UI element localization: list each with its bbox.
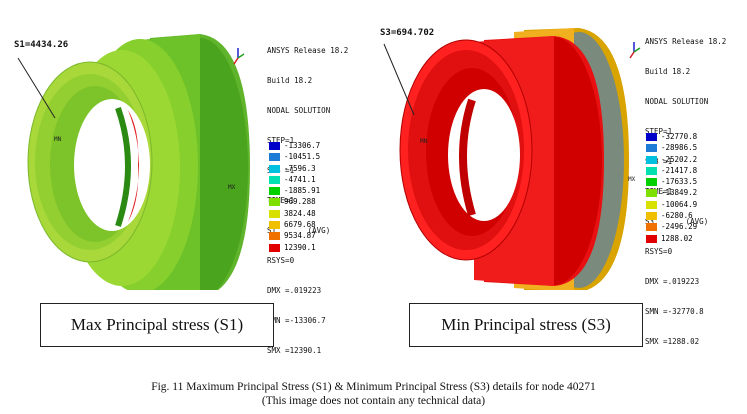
info-line: ANSYS Release 18.2	[645, 37, 727, 46]
legend-value: 12390.1	[284, 242, 316, 252]
legend-swatch	[646, 189, 657, 198]
legend-value: -13306.7	[284, 141, 321, 150]
legend-value: 6679.68	[284, 220, 316, 230]
legend-value: -6280.6	[661, 211, 693, 221]
legend-swatch	[646, 144, 657, 153]
s1-caption-box: Max Principal stress (S1)	[40, 303, 274, 347]
legend-value: -13849.2	[661, 188, 698, 198]
info-line: SMN =-13306.7	[267, 316, 326, 325]
legend-swatch	[269, 198, 280, 207]
legend-value: -28986.5	[661, 143, 698, 153]
legend-value: -25202.2	[661, 154, 698, 164]
legend-swatch	[646, 178, 657, 187]
s1-node-label: S1=4434.26	[14, 40, 69, 50]
s1-max-marker: MX	[228, 184, 236, 191]
s3-node-label: S3=694.702	[380, 28, 435, 38]
legend-swatch	[269, 187, 280, 196]
legend-swatch	[269, 221, 280, 230]
s1-caption-text: Max Principal stress (S1)	[70, 315, 244, 334]
figure-caption: Fig. 11 Maximum Principal Stress (S1) & …	[0, 380, 747, 408]
legend-value: -32770.8	[661, 132, 698, 141]
s3-max-marker: MX	[628, 176, 636, 183]
legend-value: -2496.29	[661, 222, 698, 232]
legend-swatch	[269, 175, 280, 184]
s1-triad-icon	[233, 48, 245, 65]
legend-swatch	[269, 243, 280, 252]
s3-caption-box: Min Principal stress (S3)	[409, 303, 643, 347]
legend-swatch	[646, 212, 657, 221]
info-line: S3 (AVG)	[645, 217, 709, 226]
info-line: TIME=1	[267, 196, 295, 205]
figure-caption-line-2: (This image does not contain any technic…	[261, 395, 486, 407]
info-line: RSYS=0	[267, 256, 295, 265]
legend-swatch	[269, 232, 280, 241]
figure-caption-line-1: Fig. 11 Maximum Principal Stress (S1) & …	[151, 381, 596, 393]
info-line: NODAL SOLUTION	[645, 97, 709, 106]
legend-swatch	[269, 153, 280, 162]
info-line: DMX =.019223	[267, 286, 322, 295]
info-line: RSYS=0	[645, 247, 673, 256]
legend-swatch	[646, 223, 657, 232]
s1-min-marker: MN	[54, 136, 62, 143]
legend-value: 1288.02	[661, 233, 693, 243]
legend-value: -7596.3	[284, 163, 316, 173]
legend-swatch	[646, 200, 657, 209]
legend-swatch	[646, 166, 657, 175]
legend-value: -10064.9	[661, 199, 698, 209]
info-line: STEP=1	[267, 136, 295, 145]
info-line: STEP=1	[645, 127, 673, 136]
s3-panel: S3=694.702 MX MN ANSYS Release 18.2 Buil…	[374, 0, 747, 346]
legend-value: -17633.5	[661, 177, 698, 187]
info-line: ANSYS Release 18.2	[267, 46, 349, 55]
legend-value: 9534.87	[284, 231, 316, 241]
s3-caption-text: Min Principal stress (S3)	[441, 315, 611, 334]
s1-contour-plot	[17, 34, 250, 290]
info-line: SMX =1288.02	[645, 337, 700, 346]
legend-swatch	[646, 234, 657, 243]
s3-solution-info: ANSYS Release 18.2 Build 18.2 NODAL SOLU…	[645, 17, 726, 367]
legend-swatch	[646, 155, 657, 164]
legend-value: -10451.5	[284, 152, 321, 162]
legend-value: 969.288	[284, 197, 316, 207]
info-line: SMN =-32770.8	[645, 307, 704, 316]
s3-min-marker: MN	[420, 138, 428, 145]
legend-swatch	[269, 164, 280, 173]
info-line: DMX =.019223	[645, 277, 700, 286]
info-line: TIME=1	[645, 187, 673, 196]
legend-value: -1885.91	[284, 186, 321, 196]
legend-swatch	[646, 133, 657, 141]
legend-value: -4741.1	[284, 174, 316, 184]
s1-panel: S1=4434.26 MX MN ANSYS Release 18.2 Buil…	[0, 0, 373, 355]
info-line: S1 (AVG)	[267, 226, 331, 235]
s3-triad-icon	[629, 42, 641, 59]
legend-swatch	[269, 142, 280, 150]
s3-contour-plot	[383, 28, 641, 290]
info-line: SMX =12390.1	[267, 346, 322, 355]
info-line: Build 18.2	[267, 76, 313, 85]
info-line: NODAL SOLUTION	[267, 106, 331, 115]
legend-swatch	[269, 209, 280, 218]
legend-value: 3824.48	[284, 208, 316, 218]
info-line: Build 18.2	[645, 67, 691, 76]
legend-value: -21417.8	[661, 165, 698, 175]
